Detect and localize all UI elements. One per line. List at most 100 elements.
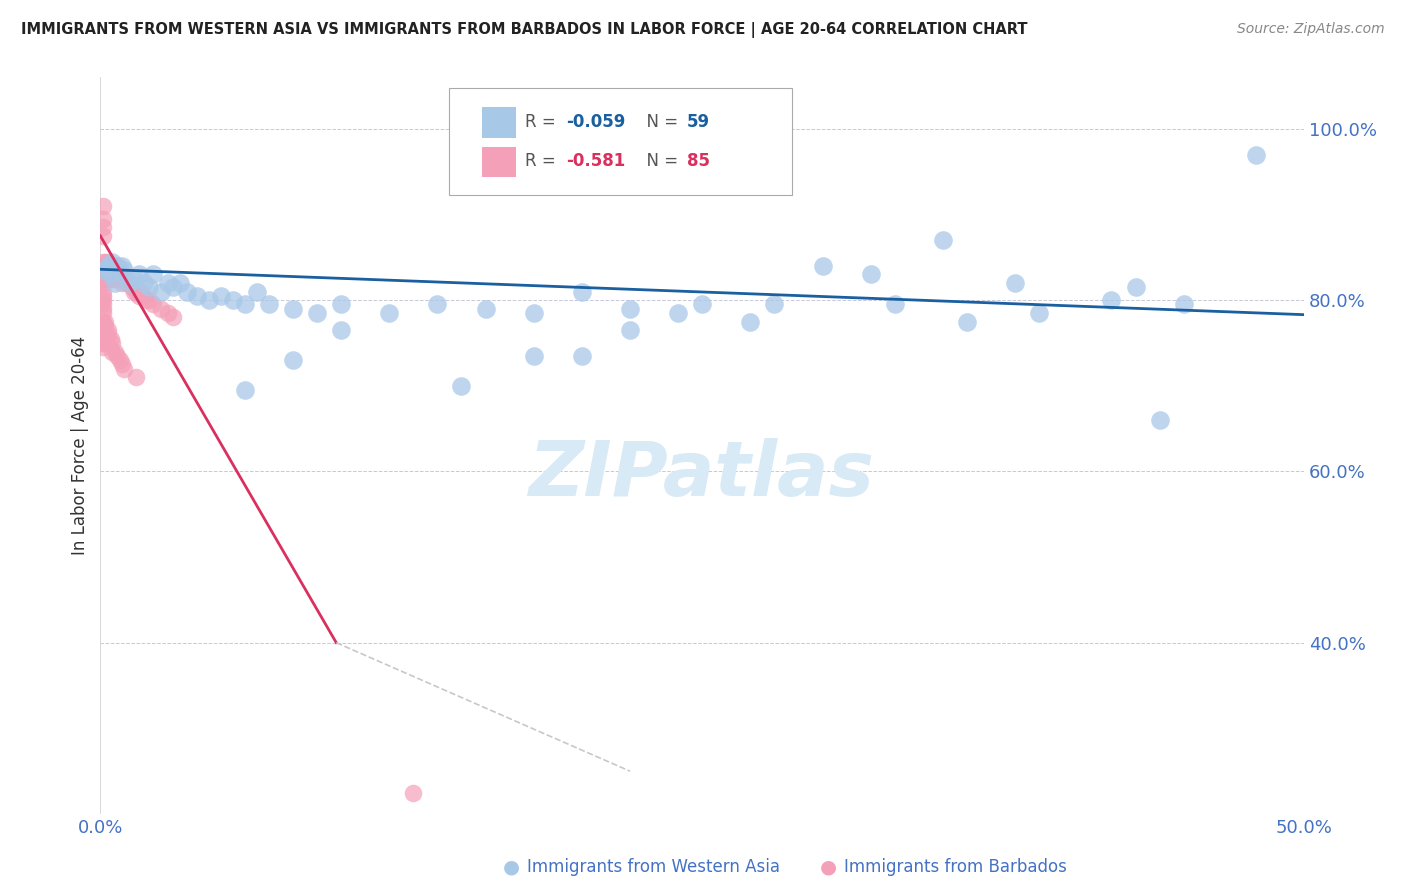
Point <box>94 259 117 273</box>
Point <box>101 271 124 285</box>
Point <box>91 220 114 235</box>
Point <box>305 306 328 320</box>
Point <box>111 276 134 290</box>
Point <box>91 301 114 316</box>
Point <box>378 306 401 320</box>
Point <box>91 199 114 213</box>
Point <box>91 268 114 282</box>
Point <box>100 332 122 346</box>
Point <box>1173 297 1195 311</box>
Point <box>94 318 117 333</box>
Point <box>402 786 425 800</box>
Point <box>104 276 127 290</box>
Point <box>98 259 121 273</box>
Point <box>156 276 179 290</box>
Text: Source: ZipAtlas.com: Source: ZipAtlas.com <box>1237 22 1385 37</box>
Point <box>209 289 232 303</box>
Point <box>97 259 120 273</box>
Point <box>108 263 131 277</box>
Point <box>763 297 786 311</box>
Point <box>426 297 449 311</box>
Point <box>330 323 353 337</box>
Point <box>330 297 353 311</box>
Point <box>523 306 546 320</box>
Text: Immigrants from Barbados: Immigrants from Barbados <box>844 858 1067 876</box>
Point <box>91 271 114 285</box>
Point <box>883 297 905 311</box>
Point <box>97 254 120 268</box>
Point <box>149 285 172 299</box>
Text: ZIPatlas: ZIPatlas <box>529 438 875 512</box>
Point <box>94 327 117 342</box>
Point <box>169 276 191 290</box>
Point <box>98 268 121 282</box>
Point <box>132 289 155 303</box>
Point <box>101 259 124 273</box>
Point <box>91 335 114 350</box>
Point <box>108 263 131 277</box>
Point <box>162 280 184 294</box>
Point <box>523 349 546 363</box>
Point <box>128 268 150 282</box>
Point <box>233 297 256 311</box>
Text: -0.581: -0.581 <box>567 153 626 170</box>
Text: N =: N = <box>636 113 683 131</box>
Point <box>281 353 304 368</box>
Point <box>97 259 120 273</box>
Point <box>474 301 496 316</box>
Point <box>108 353 131 368</box>
Point <box>1101 293 1123 307</box>
Point <box>450 378 472 392</box>
Point <box>91 259 114 273</box>
Point <box>281 301 304 316</box>
Text: ●: ● <box>503 857 520 877</box>
Point <box>97 263 120 277</box>
Point <box>91 318 114 333</box>
Point <box>162 310 184 325</box>
Point <box>135 293 157 307</box>
Point <box>91 228 114 243</box>
Point <box>91 263 114 277</box>
Point <box>94 268 117 282</box>
Point <box>97 323 120 337</box>
Point <box>112 271 135 285</box>
Point <box>197 293 219 307</box>
Point <box>112 361 135 376</box>
Point <box>257 297 280 311</box>
Point <box>91 259 114 273</box>
Point <box>91 293 114 307</box>
Point <box>956 314 979 328</box>
Point <box>97 335 120 350</box>
Point <box>104 344 127 359</box>
Point <box>91 323 114 337</box>
Point <box>233 383 256 397</box>
Point <box>91 263 114 277</box>
Point <box>97 327 120 342</box>
Point <box>118 276 141 290</box>
Point <box>98 271 121 285</box>
Point <box>186 289 208 303</box>
FancyBboxPatch shape <box>482 146 516 178</box>
Point <box>1125 280 1147 294</box>
Point <box>105 268 128 282</box>
Point <box>666 306 689 320</box>
Point <box>619 301 641 316</box>
Point <box>571 285 593 299</box>
Point <box>101 335 124 350</box>
Text: R =: R = <box>526 153 561 170</box>
Point <box>94 271 117 285</box>
Point <box>118 276 141 290</box>
Point <box>111 268 134 282</box>
Point <box>94 263 117 277</box>
Point <box>111 357 134 371</box>
Point <box>91 276 114 290</box>
Point <box>91 332 114 346</box>
Point <box>104 259 127 273</box>
Point <box>125 370 148 384</box>
Point <box>97 263 120 277</box>
Text: N =: N = <box>636 153 683 170</box>
Point <box>142 297 165 311</box>
Point <box>1004 276 1026 290</box>
Point <box>111 259 134 273</box>
Point <box>94 263 117 277</box>
